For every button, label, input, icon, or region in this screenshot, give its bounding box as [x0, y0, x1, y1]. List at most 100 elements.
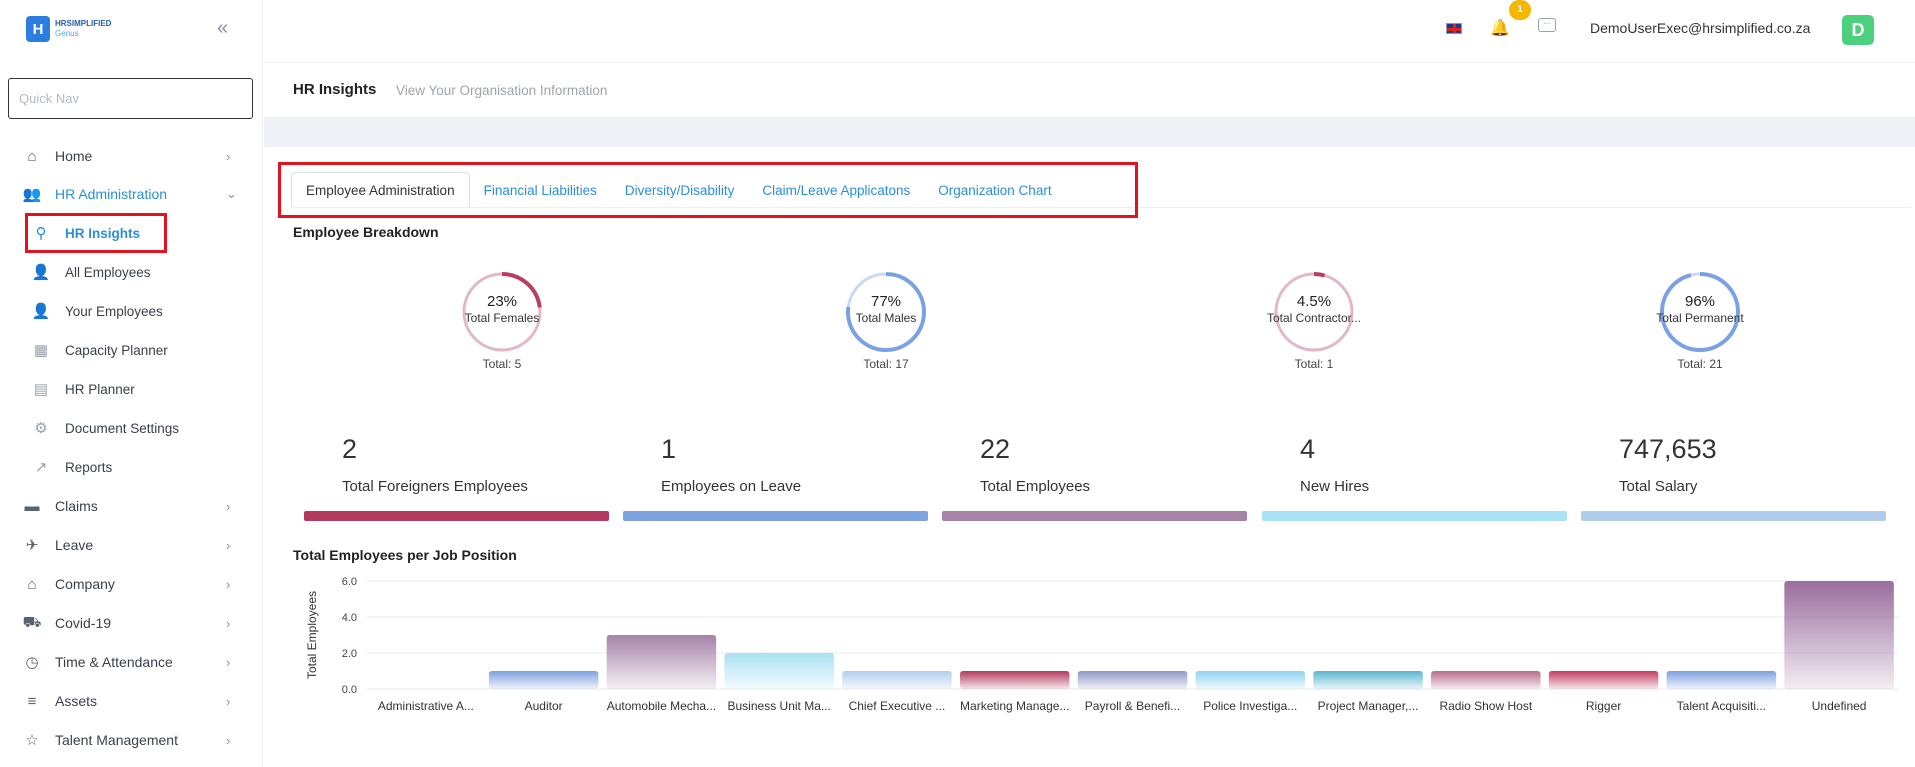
sidebar-item-leave[interactable]: ✈ Leave › [0, 529, 263, 561]
logo-mark-icon: H [26, 16, 50, 42]
brand-subname: Genus [55, 29, 79, 38]
bar-7 [1077, 671, 1188, 689]
sidebar-item-label: HR Insights [65, 225, 141, 241]
employees-icon: 👤 [31, 264, 51, 281]
clock-icon: ◷ [25, 654, 39, 671]
donut-percent: 77% [870, 293, 902, 310]
star-icon: ☆ [25, 732, 39, 749]
sidebar-item-label: Document Settings [65, 420, 180, 436]
sidebar-item-covid-19[interactable]: ⛟ Covid-19 › [0, 607, 263, 639]
stat-card-new-hires: 4 New Hires [1262, 430, 1567, 522]
x-tick-label: Project Manager,... [1318, 699, 1419, 713]
sidebar-item-label: HR Administration [55, 186, 168, 202]
brand-name: HRSIMPLIFIED [55, 19, 112, 28]
quick-nav-input[interactable] [8, 78, 253, 119]
x-tick-label: Administrative A... [378, 699, 474, 713]
stat-value: 2 [342, 434, 358, 464]
x-tick-label: Rigger [1586, 699, 1621, 713]
donut-percent: 96% [1684, 293, 1716, 310]
donut-arc [1274, 272, 1354, 352]
user-email[interactable]: DemoUserExec@hrsimplified.co.za [1590, 20, 1811, 36]
bar-12 [1666, 671, 1777, 689]
stat-color-bar [1581, 511, 1886, 521]
sidebar-item-hr-administration[interactable]: 👥 HR Administration ⌄ [0, 178, 263, 210]
highlight-box-tabs [278, 162, 1138, 218]
folder-icon: ▬ [24, 497, 40, 515]
donut-total-contractor: 4.5% Total Contractor... Total: 1 [1267, 272, 1361, 371]
sidebar-item-talent-management[interactable]: ☆ Talent Management › [0, 724, 263, 756]
y-tick-label: 2.0 [342, 648, 357, 660]
bar-13 [1784, 581, 1894, 689]
bell-icon[interactable]: 🔔 [1490, 20, 1510, 37]
chevron-right-icon: › [226, 615, 231, 631]
x-tick-label: Radio Show Host [1439, 699, 1532, 713]
sidebar-item-hr-planner[interactable]: ▤ HR Planner [0, 373, 263, 405]
uk-flag-icon[interactable] [1446, 23, 1462, 34]
collapse-sidebar-icon[interactable]: « [217, 17, 229, 39]
page-title: HR Insights [293, 81, 377, 98]
chevron-right-icon: › [226, 498, 231, 514]
sidebar-item-label: Assets [55, 693, 98, 709]
sidebar-item-label: Covid-19 [55, 615, 112, 631]
bar-9 [1313, 671, 1423, 689]
tab-diversity-disability[interactable]: Diversity/Disability [624, 182, 735, 198]
x-tick-label: Marketing Manage... [960, 699, 1069, 713]
sidebar-item-all-employees[interactable]: 👤 All Employees [0, 256, 263, 288]
x-tick-label: Police Investiga... [1203, 699, 1297, 713]
stat-card-employees-on-leave: 1 Employees on Leave [623, 430, 928, 522]
sidebar-item-assets[interactable]: ≡ Assets › [0, 685, 263, 717]
sidebar-item-document-settings[interactable]: ⚙ Document Settings [0, 412, 263, 444]
chevron-right-icon: › [226, 537, 231, 553]
stat-label: Total Salary [1619, 478, 1698, 495]
sidebar-item-time-attendance[interactable]: ◷ Time & Attendance › [0, 646, 263, 678]
sidebar-item-label: Claims [55, 498, 98, 514]
sidebar-item-company[interactable]: ⌂ Company › [0, 568, 263, 600]
x-tick-label: Payroll & Benefi... [1085, 699, 1180, 713]
donut-total: Total: 5 [482, 357, 522, 371]
stat-value: 22 [980, 434, 1011, 464]
sidebar: H HRSIMPLIFIED Genus « ⌂ Home › 👥 HR Adminis… [0, 0, 263, 767]
warehouse-icon: ▦ [33, 342, 49, 359]
bar-6 [959, 671, 1070, 689]
x-tick-label: Automobile Mecha... [607, 699, 716, 713]
tab-financial-liabilities[interactable]: Financial Liabilities [483, 182, 597, 198]
donut-percent: 4.5% [1296, 293, 1332, 310]
tab-underline [291, 207, 1911, 208]
brand-logo[interactable]: H HRSIMPLIFIED Genus [26, 16, 111, 42]
stat-card-total-salary: 747,653 Total Salary [1581, 430, 1886, 522]
bar-10 [1431, 671, 1541, 689]
sidebar-item-label: Your Employees [65, 303, 163, 319]
sidebar-item-reports[interactable]: ↗ Reports [0, 451, 263, 483]
bar-3 [606, 635, 717, 689]
calendar-icon: ▤ [33, 381, 49, 398]
sidebar-item-hr-insights[interactable]: ⚲ HR Insights [0, 217, 263, 249]
stat-label: Employees on Leave [661, 478, 802, 495]
donut-total: Total: 17 [863, 357, 909, 371]
sidebar-item-your-employees[interactable]: 👤 Your Employees [0, 295, 263, 327]
user-icon: 👤 [31, 303, 51, 320]
sidebar-item-label: HR Planner [65, 381, 135, 397]
tab-organization-chart[interactable]: Organization Chart [938, 182, 1052, 198]
y-tick-label: 6.0 [342, 576, 357, 588]
stat-color-bar [623, 511, 928, 521]
donut-total-males: 77% Total Males Total: 17 [846, 272, 926, 371]
page-divider-band [264, 117, 1915, 147]
sidebar-item-claims[interactable]: ▬ Claims › [0, 490, 263, 522]
x-tick-label: Chief Executive ... [849, 699, 946, 713]
bar-5 [842, 671, 952, 689]
bar-2 [488, 671, 599, 689]
donut-label: Total Contractor... [1266, 311, 1362, 325]
avatar[interactable]: D [1842, 15, 1874, 45]
sidebar-item-capacity-planner[interactable]: ▦ Capacity Planner [0, 334, 263, 366]
tab-claim-leave-applications[interactable]: Claim/Leave Applicatons [762, 182, 911, 198]
donut-total-permanent: 96% Total Permanent Total: 21 [1656, 272, 1744, 371]
chat-icon[interactable]: ··· [1538, 18, 1556, 32]
x-tick-label: Talent Acquisiti... [1677, 699, 1766, 713]
stat-color-bar [1262, 511, 1567, 521]
sidebar-item-label: Company [55, 576, 115, 592]
sidebar-item-label: Leave [55, 537, 94, 553]
chart-line-icon: ↗ [34, 459, 48, 476]
stat-card-total-employees: 22 Total Employees [942, 430, 1247, 522]
x-tick-label: Undefined [1812, 699, 1867, 713]
sidebar-item-home[interactable]: ⌂ Home › [0, 140, 263, 172]
